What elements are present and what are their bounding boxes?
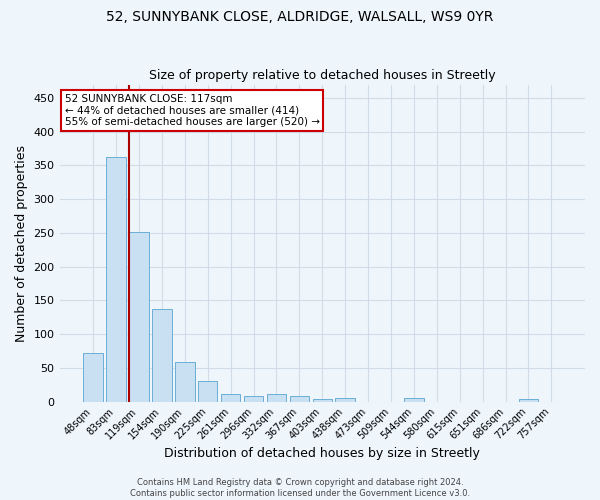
Text: 52, SUNNYBANK CLOSE, ALDRIDGE, WALSALL, WS9 0YR: 52, SUNNYBANK CLOSE, ALDRIDGE, WALSALL, … xyxy=(106,10,494,24)
Bar xyxy=(244,396,263,402)
X-axis label: Distribution of detached houses by size in Streetly: Distribution of detached houses by size … xyxy=(164,447,480,460)
Bar xyxy=(152,309,172,402)
Bar xyxy=(106,156,126,402)
Bar xyxy=(519,399,538,402)
Text: Contains HM Land Registry data © Crown copyright and database right 2024.
Contai: Contains HM Land Registry data © Crown c… xyxy=(130,478,470,498)
Bar xyxy=(404,398,424,402)
Bar xyxy=(83,353,103,402)
Bar xyxy=(313,399,332,402)
Bar xyxy=(335,398,355,402)
Bar xyxy=(129,232,149,402)
Y-axis label: Number of detached properties: Number of detached properties xyxy=(15,144,28,342)
Bar xyxy=(290,396,309,402)
Bar xyxy=(198,382,217,402)
Bar xyxy=(267,394,286,402)
Bar xyxy=(221,394,241,402)
Title: Size of property relative to detached houses in Streetly: Size of property relative to detached ho… xyxy=(149,69,496,82)
Bar xyxy=(175,362,194,402)
Text: 52 SUNNYBANK CLOSE: 117sqm
← 44% of detached houses are smaller (414)
55% of sem: 52 SUNNYBANK CLOSE: 117sqm ← 44% of deta… xyxy=(65,94,320,128)
